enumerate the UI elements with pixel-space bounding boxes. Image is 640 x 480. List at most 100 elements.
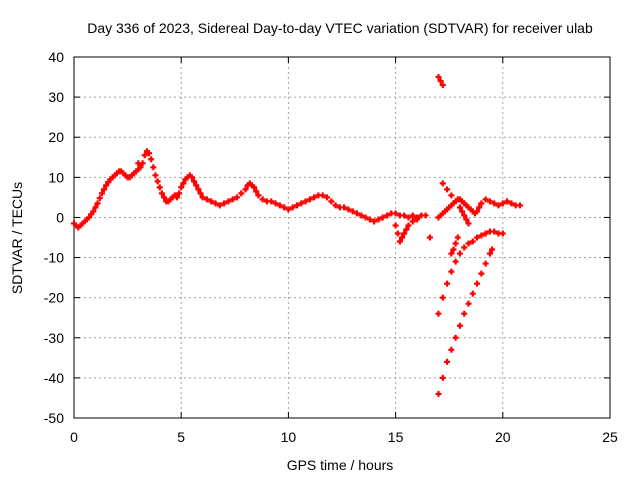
x-tick-label: 25 (602, 429, 618, 445)
data-point (203, 196, 210, 203)
data-point (216, 202, 223, 209)
grid (74, 57, 610, 418)
chart-title: Day 336 of 2023, Sidereal Day-to-day VTE… (87, 20, 593, 36)
data-point (101, 186, 108, 193)
data-point (504, 198, 511, 205)
data-point (452, 258, 459, 265)
data-point (188, 174, 195, 181)
data-point (439, 374, 446, 381)
data-point (452, 334, 459, 341)
data-point (474, 208, 481, 215)
data-point (225, 198, 232, 205)
data-point (354, 210, 361, 217)
axis-ticks: 0 5 10 15 20 25 -50 -40 -30 -20 -10 0 10 20 30 40 (44, 49, 618, 445)
data-points (71, 74, 523, 397)
data-point (437, 78, 444, 85)
data-point (405, 222, 412, 229)
data-point (495, 202, 502, 209)
data-point (276, 202, 283, 209)
data-point (221, 200, 228, 207)
x-axis-label: GPS time / hours (287, 457, 394, 473)
data-point (403, 226, 410, 233)
data-point (199, 194, 206, 201)
data-point (161, 194, 168, 201)
data-point (422, 212, 429, 219)
data-point (392, 222, 399, 229)
data-point (148, 156, 155, 163)
data-point (371, 218, 378, 225)
data-point (154, 178, 161, 185)
data-point (489, 246, 496, 253)
data-point (103, 182, 110, 189)
data-point (152, 172, 159, 179)
data-point (158, 190, 165, 197)
data-point (469, 290, 476, 297)
y-tick-label: -10 (44, 250, 64, 266)
data-point (444, 186, 451, 193)
data-point (96, 195, 103, 202)
data-point (366, 216, 373, 223)
data-point (332, 202, 339, 209)
x-tick-label: 15 (388, 429, 404, 445)
data-point (319, 192, 326, 199)
data-point (474, 234, 481, 241)
data-point (439, 82, 446, 89)
data-point (456, 250, 463, 257)
data-point (358, 212, 365, 219)
data-point (328, 198, 335, 205)
y-tick-label: 20 (48, 129, 64, 145)
data-point (212, 200, 219, 207)
data-point (341, 204, 348, 211)
data-point (482, 196, 489, 203)
data-point (208, 198, 215, 205)
x-tick-label: 0 (70, 429, 78, 445)
data-point (461, 310, 468, 317)
data-point (379, 214, 386, 221)
data-point (253, 188, 260, 195)
data-point (375, 216, 382, 223)
y-tick-label: 10 (48, 169, 64, 185)
data-point (345, 206, 352, 213)
data-point (306, 196, 313, 203)
data-point (272, 200, 279, 207)
data-point (195, 186, 202, 193)
data-point (251, 184, 258, 191)
data-point (499, 200, 506, 207)
data-point (435, 310, 442, 317)
data-point (439, 294, 446, 301)
data-point (178, 184, 185, 191)
plot-frame (73, 56, 611, 419)
data-point (173, 194, 180, 201)
data-point (463, 216, 470, 223)
data-point (474, 280, 481, 287)
data-point (409, 212, 416, 219)
data-point (469, 238, 476, 245)
data-point (405, 214, 412, 221)
y-tick-label: 0 (56, 209, 64, 225)
data-point (302, 198, 309, 205)
data-point (156, 184, 163, 191)
data-point (191, 178, 198, 185)
data-point (516, 202, 523, 209)
data-point (478, 232, 485, 239)
data-point (452, 240, 459, 247)
data-point (255, 192, 262, 199)
data-point (478, 200, 485, 207)
data-point (135, 160, 142, 167)
data-point (349, 208, 356, 215)
data-point (384, 212, 391, 219)
data-point (396, 238, 403, 245)
data-point (450, 246, 457, 253)
data-point (298, 200, 305, 207)
data-point (461, 244, 468, 251)
data-point (90, 208, 97, 215)
data-point (444, 280, 451, 287)
data-point (141, 152, 148, 159)
data-point (459, 208, 466, 215)
y-tick-label: 40 (48, 49, 64, 65)
y-tick-label: -40 (44, 370, 64, 386)
data-point (238, 190, 245, 197)
data-point (92, 204, 99, 211)
data-point (508, 200, 515, 207)
data-point (461, 212, 468, 219)
